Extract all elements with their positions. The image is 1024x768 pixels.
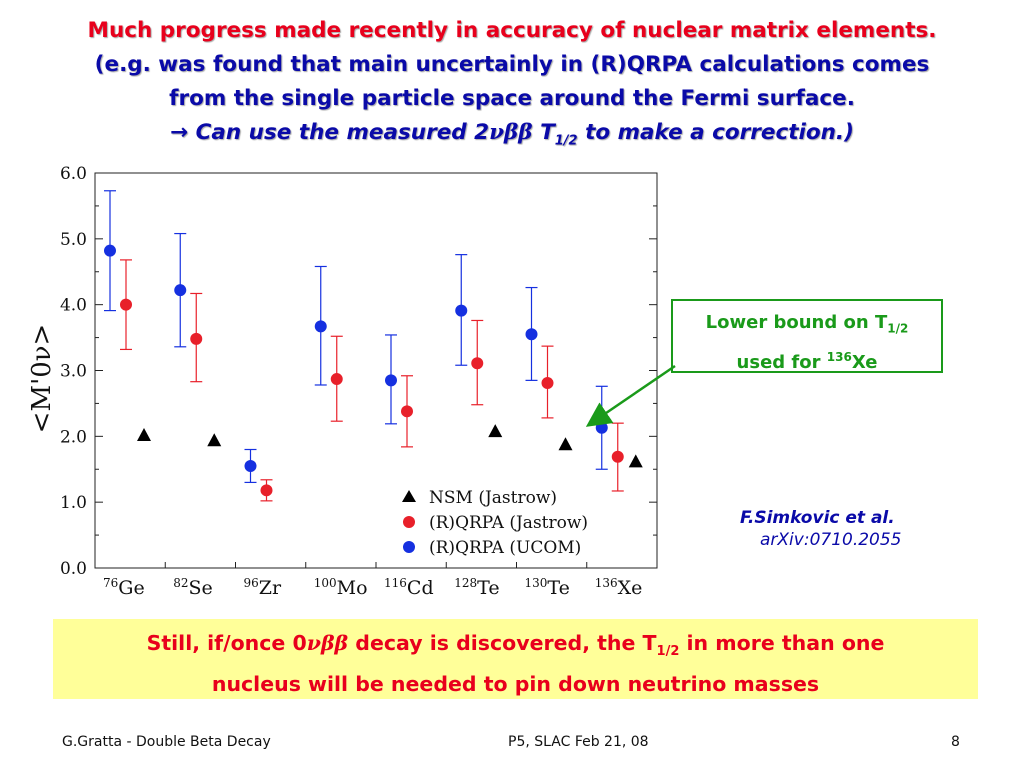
slide-title: Much progress made recently in accuracy … xyxy=(20,14,1004,158)
footer-page-number: 8 xyxy=(951,734,960,750)
legend-marker-circle xyxy=(403,516,415,528)
data-point-rqrpa-jastrow xyxy=(190,332,203,345)
data-point-rqrpa-jastrow xyxy=(120,298,132,311)
data-point-nsm xyxy=(558,437,573,451)
plot-frame xyxy=(94,172,658,569)
note-post: in more than one xyxy=(679,631,885,655)
y-tick-label: 2.0 xyxy=(60,427,87,447)
note-sub: 1/2 xyxy=(656,644,680,660)
data-point-rqrpa-ucom xyxy=(104,244,116,257)
callout-line-1: Lower bound on T1/2 xyxy=(673,309,941,343)
callout-line-2-text: used for xyxy=(736,351,827,373)
data-point-rqrpa-ucom xyxy=(595,421,608,434)
data-point-rqrpa-jastrow xyxy=(260,484,273,497)
data-point-rqrpa-jastrow xyxy=(401,405,413,418)
y-tick-label: 0.0 xyxy=(60,559,87,579)
legend-label: NSM (Jastrow) xyxy=(429,488,557,508)
x-tick-label: 116Cd xyxy=(384,576,434,599)
reference-author: F.Simkovic et al. xyxy=(740,508,895,528)
x-tick-label: 82Se xyxy=(173,576,213,599)
footer-left: G.Gratta - Double Beta Decay xyxy=(62,734,271,750)
y-tick-label: 3.0 xyxy=(60,362,87,382)
data-point-rqrpa-ucom xyxy=(244,459,257,472)
title-line-1: Much progress made recently in accuracy … xyxy=(87,18,937,43)
title-line-4-post: to make a correction.) xyxy=(585,120,854,145)
data-point-rqrpa-jastrow xyxy=(541,377,554,390)
x-tick-label: 100Mo xyxy=(314,576,368,599)
title-line-2: (e.g. was found that main uncertainly in… xyxy=(94,52,930,77)
legend-label: (R)QRPA (UCOM) xyxy=(429,538,581,558)
data-point-nsm xyxy=(488,424,503,438)
y-axis-label: <M'0ν> xyxy=(27,324,57,434)
y-tick-label: 1.0 xyxy=(60,493,87,513)
callout-line-2-post: Xe xyxy=(851,351,878,373)
data-point-rqrpa-jastrow xyxy=(330,373,343,386)
title-line-4-pre: Can use the measured 2 xyxy=(195,120,490,145)
data-point-rqrpa-jastrow xyxy=(471,357,484,370)
data-point-rqrpa-ucom xyxy=(385,374,397,387)
data-point-nsm xyxy=(137,428,151,442)
title-line-3: from the single particle space around th… xyxy=(169,86,855,111)
note-pre: Still, if/once 0 xyxy=(146,631,307,655)
note-mid: decay is discovered, the T xyxy=(348,631,657,655)
callout-line-1-sub: 1/2 xyxy=(887,321,909,336)
callout-line-1-text: Lower bound on T xyxy=(705,312,888,333)
callout-line-2: used for 136Xe xyxy=(673,343,941,377)
reference-id: arXiv:0710.2055 xyxy=(760,530,902,550)
title-line-4-T: T xyxy=(540,120,555,145)
title-line-4: → Can use the measured 2νββ T1/2 to make… xyxy=(20,116,1004,158)
y-tick-label: 4.0 xyxy=(60,296,87,316)
data-point-rqrpa-ucom xyxy=(314,320,327,333)
x-tick-label: 128Te xyxy=(454,576,499,599)
note-line-2: nucleus will be needed to pin down neutr… xyxy=(211,672,820,697)
data-point-nsm xyxy=(628,454,643,468)
footer-center: P5, SLAC Feb 21, 08 xyxy=(508,734,649,750)
right-arrow-icon: → xyxy=(170,120,189,145)
data-point-rqrpa-jastrow xyxy=(611,450,624,463)
title-line-4-greek: νββ xyxy=(489,120,533,145)
x-tick-label: 130Te xyxy=(525,576,570,599)
lower-bound-callout: Lower bound on T1/2 used for 136Xe xyxy=(671,299,943,373)
data-point-rqrpa-ucom xyxy=(455,304,468,317)
callout-line-2-sup: 136 xyxy=(826,349,852,364)
note-greek: νββ xyxy=(306,631,349,655)
y-tick-label: 5.0 xyxy=(60,230,87,250)
y-tick-label: 6.0 xyxy=(60,164,87,184)
matrix-element-chart: 0.0 1.0 2.0 3.0 4.0 5.0 6.0 <M'0ν> 76Ge 82Se 96Zr 1… xyxy=(0,150,675,599)
legend-label: (R)QRPA (Jastrow) xyxy=(429,513,588,533)
reference: F.Simkovic et al. arXiv:0710.2055 xyxy=(736,508,976,550)
x-tick-label: 96Zr xyxy=(244,576,282,599)
note-line-1: Still, if/once 0νββ decay is discovered,… xyxy=(53,627,978,668)
unused-spacer xyxy=(0,150,675,382)
conclusion-note: Still, if/once 0νββ decay is discovered,… xyxy=(53,619,978,699)
legend-marker-triangle xyxy=(402,490,416,502)
data-point-nsm xyxy=(207,433,222,447)
legend-marker-circle xyxy=(403,541,415,553)
x-tick-label: 136Xe xyxy=(595,576,643,599)
x-tick-label: 76Ge xyxy=(103,576,145,599)
title-line-4-sub: 1/2 xyxy=(554,133,578,149)
data-point-rqrpa-ucom xyxy=(174,284,187,297)
data-point-rqrpa-ucom xyxy=(525,328,538,341)
